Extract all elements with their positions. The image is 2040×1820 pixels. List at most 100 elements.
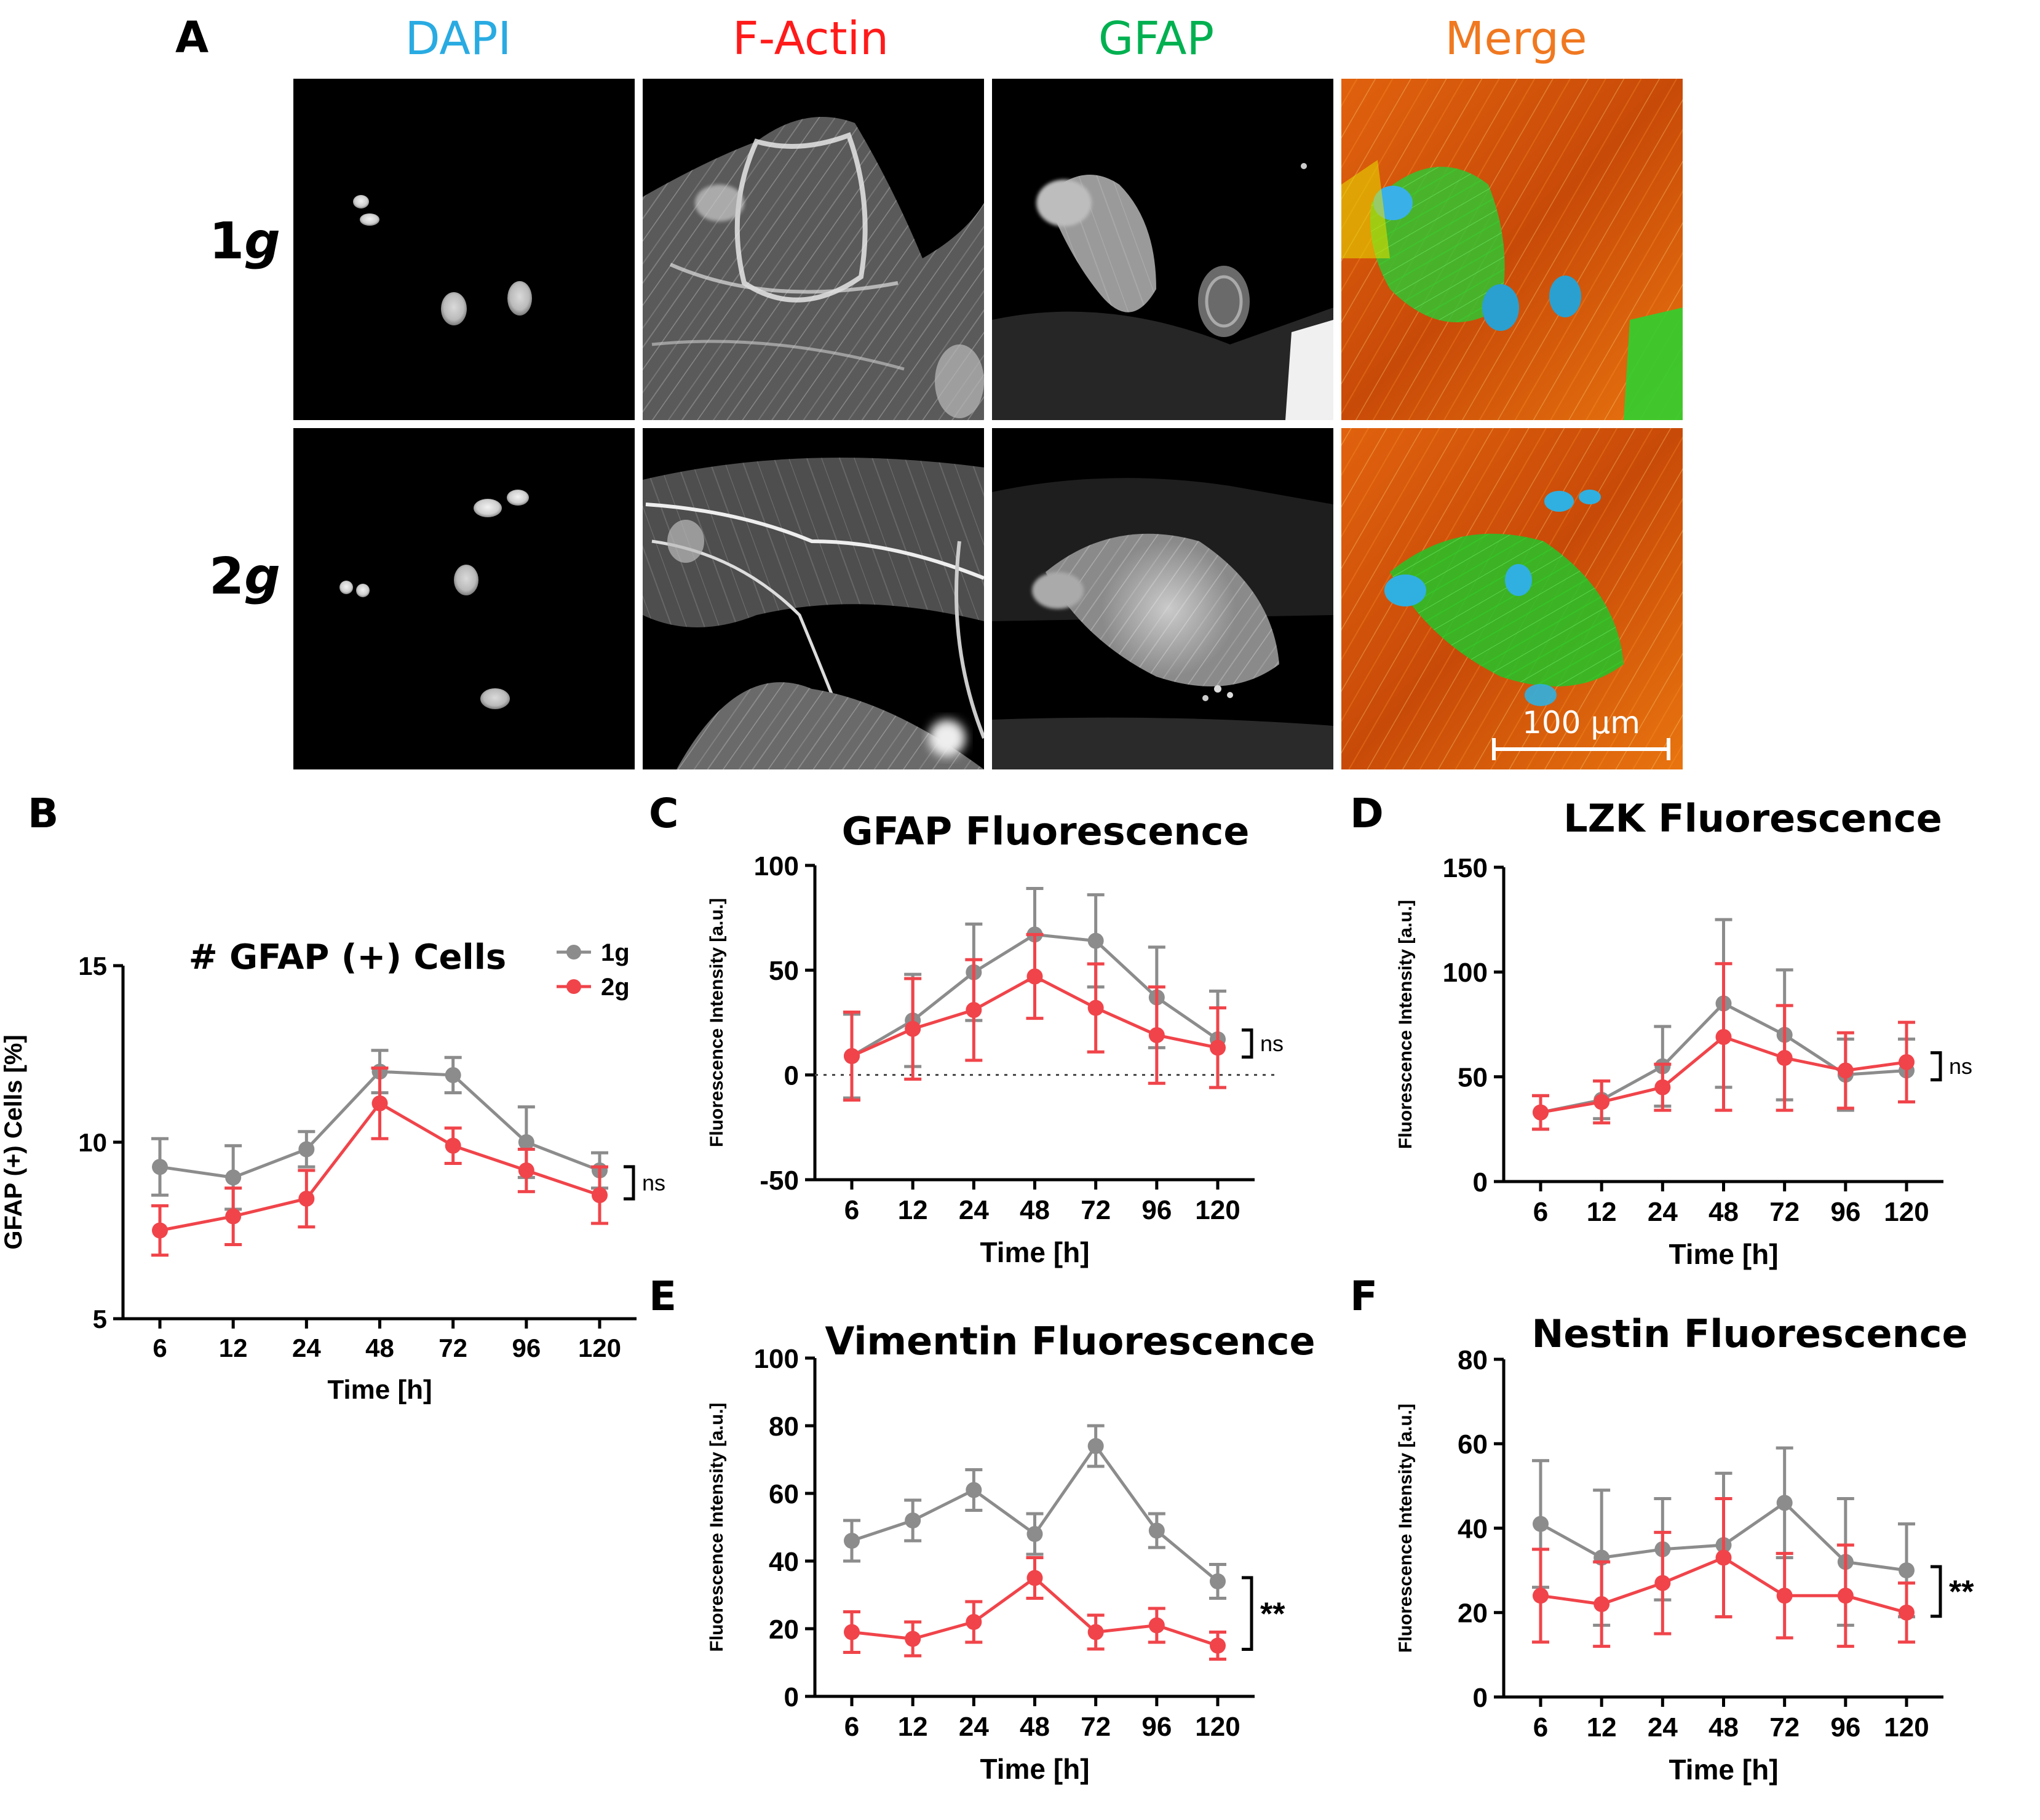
data-point-2g (1654, 1079, 1671, 1095)
micrograph-1g-f-actin (643, 79, 984, 420)
x-tick-label: 120 (1195, 1712, 1240, 1742)
chart-title: Nestin Fluorescence (1531, 1311, 1967, 1356)
data-point-1g (1776, 1495, 1793, 1511)
x-tick-label: 6 (844, 1195, 859, 1225)
data-point-2g (1087, 999, 1104, 1016)
data-point-2g (1533, 1104, 1549, 1121)
y-tick-label: 10 (78, 1128, 107, 1157)
data-point-2g (1776, 1588, 1793, 1604)
micrograph-2g-gfap (992, 428, 1333, 769)
panel-letter-b: B (28, 790, 58, 837)
x-tick-label: 24 (1648, 1197, 1678, 1227)
x-tick-label: 24 (959, 1712, 989, 1742)
data-point-2g (1899, 1054, 1915, 1070)
micrograph-2g-f-actin (643, 428, 984, 769)
data-point-2g (844, 1624, 860, 1640)
data-point-2g (844, 1048, 860, 1065)
x-tick-label: 48 (1020, 1195, 1050, 1225)
significance-label: ns (1949, 1054, 1972, 1079)
data-point-2g (1654, 1575, 1671, 1591)
y-tick-label: 0 (784, 1682, 799, 1712)
data-point-2g (1594, 1596, 1610, 1613)
data-point-2g (298, 1190, 315, 1207)
data-point-2g (1715, 1549, 1732, 1566)
y-tick-label: 50 (769, 956, 799, 986)
x-tick-label: 48 (1020, 1712, 1050, 1742)
y-tick-label: 20 (1458, 1599, 1488, 1629)
data-point-2g (1533, 1588, 1549, 1604)
data-point-1g (905, 1512, 921, 1528)
data-point-1g (844, 1533, 860, 1549)
data-point-2g (1026, 1570, 1043, 1586)
data-point-2g (966, 1614, 982, 1630)
y-tick-label: 80 (1458, 1345, 1488, 1375)
y-tick-label: -50 (760, 1166, 799, 1196)
x-tick-label: 120 (1884, 1197, 1929, 1227)
y-tick-label: 100 (754, 851, 799, 881)
chart-title: Vimentin Fluorescence (825, 1319, 1315, 1364)
y-tick-label: 5 (93, 1305, 107, 1333)
y-tick-label: 100 (1443, 958, 1488, 988)
x-tick-label: 120 (1884, 1712, 1929, 1743)
x-tick-label: 96 (512, 1333, 541, 1362)
row-label-2g-unit: g (244, 547, 280, 606)
panel-letter-e: E (649, 1273, 677, 1320)
data-point-2g (1776, 1050, 1793, 1067)
y-axis-label: Fluorescence Intensity [a.u.] (1395, 900, 1416, 1149)
data-point-2g (1837, 1062, 1854, 1079)
y-tick-label: 0 (1473, 1683, 1488, 1713)
y-tick-label: 15 (78, 952, 107, 980)
data-point-2g (592, 1187, 608, 1204)
legend-label-1g: 1g (601, 939, 630, 966)
row-label-1g-unit: g (244, 212, 280, 271)
x-tick-label: 24 (292, 1333, 321, 1362)
data-point-1g (225, 1169, 242, 1186)
data-point-1g (298, 1141, 315, 1158)
micrograph-1g-merge (1341, 79, 1683, 420)
significance-bracket (1242, 1028, 1253, 1059)
data-point-1g (1533, 1516, 1549, 1532)
significance-label: ** (1949, 1575, 1974, 1610)
x-tick-label: 6 (1533, 1712, 1548, 1743)
chart-title: GFAP Fluorescence (842, 809, 1250, 854)
micrograph-2g-merge: 100 µm (1341, 428, 1683, 769)
y-axis-label: Fluorescence Intensity [a.u.] (1395, 1404, 1416, 1653)
chart-title: LZK Fluorescence (1563, 796, 1942, 841)
significance-label: ** (1260, 1596, 1285, 1632)
significance-bracket (624, 1165, 635, 1201)
data-point-2g (371, 1095, 388, 1111)
data-point-1g (966, 1482, 982, 1498)
x-tick-label: 96 (1830, 1712, 1860, 1743)
scale-bar-label: 100 µm (1522, 705, 1640, 741)
y-tick-label: 0 (784, 1061, 799, 1091)
x-tick-label: 96 (1141, 1712, 1172, 1742)
data-point-1g (1210, 1573, 1226, 1589)
data-point-2g (905, 1020, 921, 1037)
x-tick-label: 120 (1195, 1195, 1240, 1225)
micrograph-1g-gfap (992, 79, 1333, 420)
row-label-1g-number: 1 (209, 212, 244, 271)
panel-letter-f: F (1350, 1273, 1378, 1320)
x-tick-label: 72 (1081, 1712, 1111, 1742)
micrograph-1g-dapi (293, 79, 635, 420)
x-tick-label: 48 (1709, 1197, 1739, 1227)
significance-label: ns (642, 1170, 665, 1196)
x-axis-label: Time [h] (327, 1375, 432, 1405)
y-tick-label: 80 (769, 1412, 799, 1442)
x-tick-label: 96 (1141, 1195, 1172, 1225)
data-point-1g (152, 1159, 168, 1175)
data-point-1g (1899, 1562, 1915, 1579)
channel-label-f-actin: F-Actin (732, 12, 889, 65)
x-tick-label: 12 (1587, 1197, 1617, 1227)
x-tick-label: 72 (1769, 1712, 1800, 1743)
data-point-2g (225, 1208, 242, 1225)
x-axis-label: Time [h] (1669, 1754, 1778, 1786)
x-tick-label: 12 (1587, 1712, 1617, 1743)
x-tick-label: 72 (439, 1333, 467, 1362)
micrograph-2g-dapi (293, 428, 635, 769)
x-tick-label: 96 (1830, 1197, 1860, 1227)
data-point-2g (905, 1631, 921, 1647)
data-point-2g (445, 1137, 461, 1154)
x-tick-label: 12 (219, 1333, 248, 1362)
